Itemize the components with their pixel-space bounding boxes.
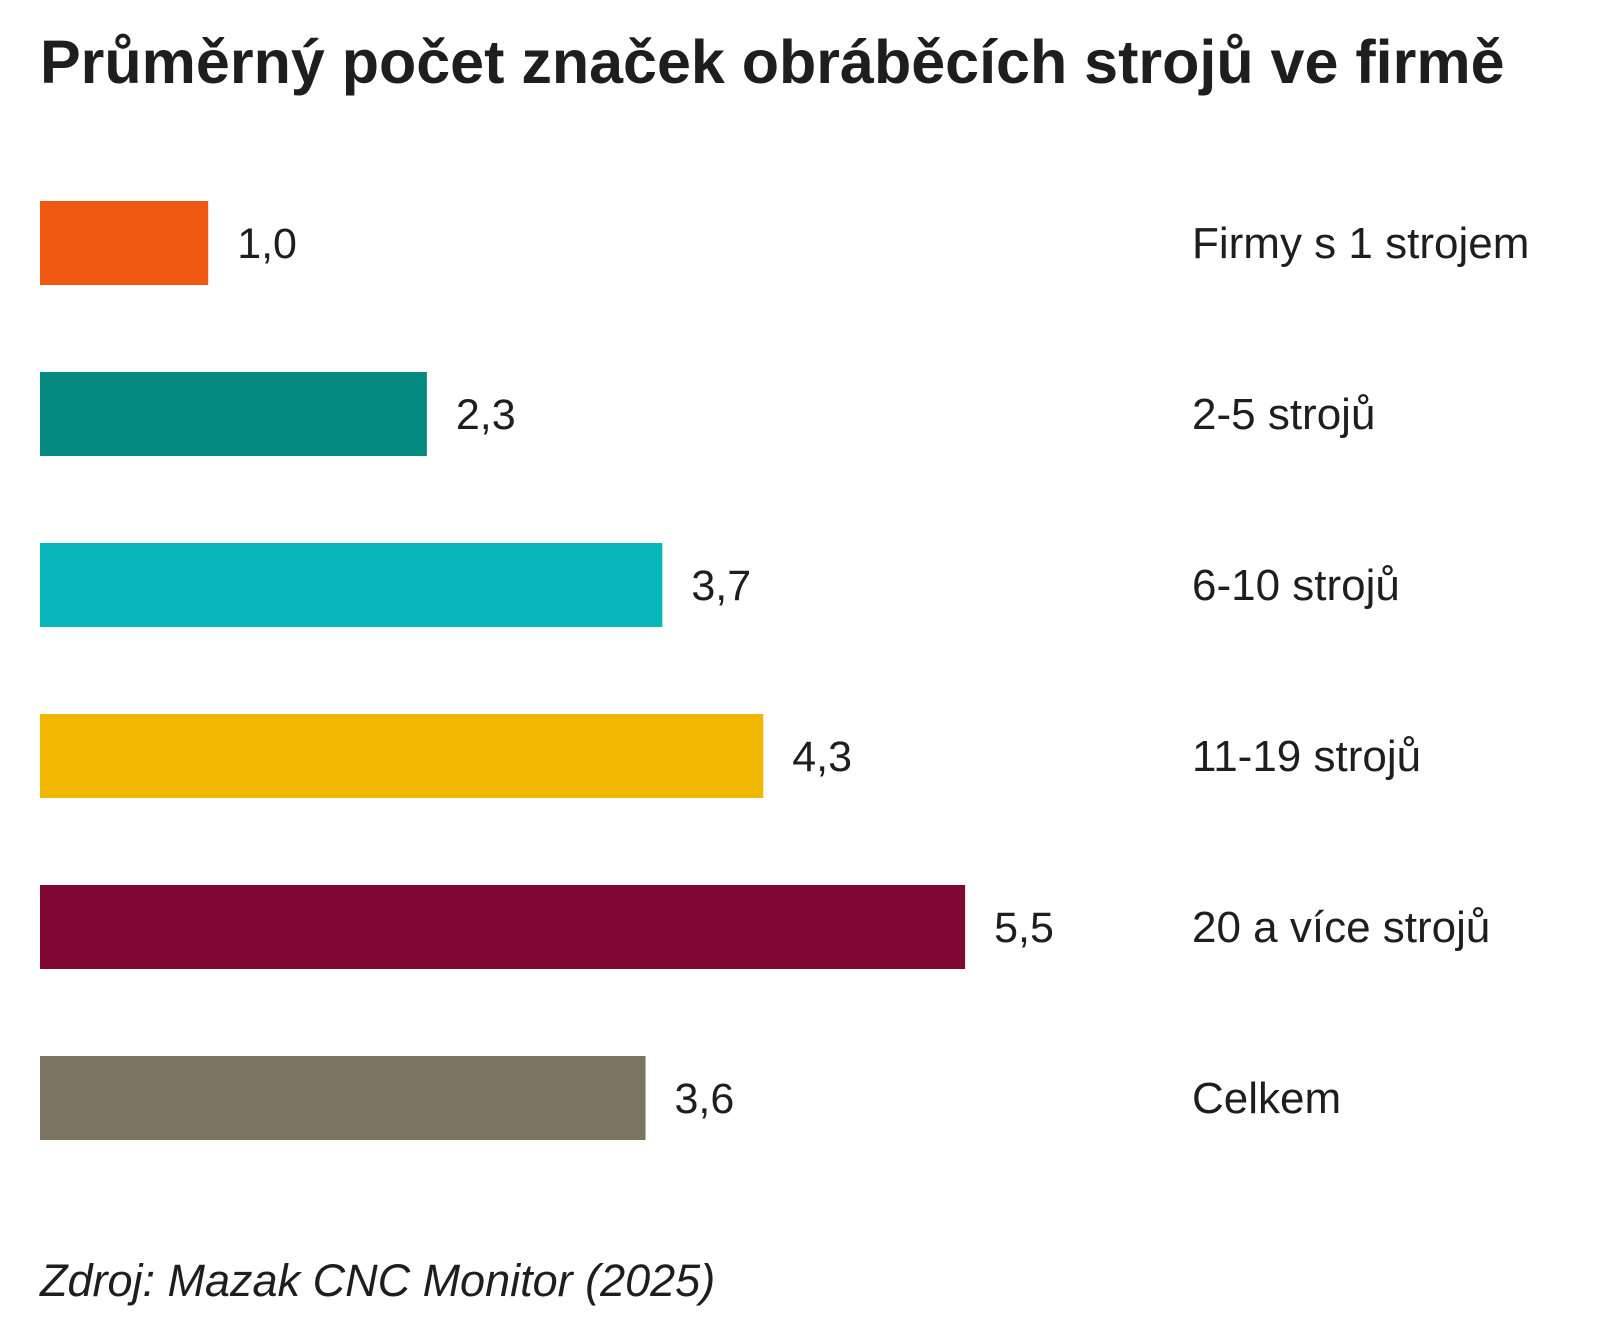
category-label: 11-19 strojů [1192,732,1421,781]
bar [40,543,663,627]
chart-title: Průměrný počet značek obráběcích strojů … [40,28,1505,96]
category-label: Celkem [1192,1074,1341,1123]
bar [40,372,427,456]
data-label: 4,3 [792,733,852,781]
data-label: 1,0 [237,220,297,268]
bars-group: 1,0 Firmy s 1 strojem 2,3 2-5 strojů 3,7 6-10… [40,201,1529,1140]
data-label: 3,6 [675,1075,735,1123]
data-label: 3,7 [691,562,751,610]
category-label: 20 a více strojů [1192,903,1490,952]
data-label: 5,5 [994,904,1054,952]
category-label: Firmy s 1 strojem [1192,219,1529,268]
bar [40,201,209,285]
category-label: 2-5 strojů [1192,390,1375,439]
data-label: 2,3 [456,391,516,439]
bar [40,885,966,969]
bar [40,1056,646,1140]
bar [40,714,764,798]
source-note: Zdroj: Mazak CNC Monitor (2025) [39,1255,715,1306]
category-label: 6-10 strojů [1192,561,1400,610]
